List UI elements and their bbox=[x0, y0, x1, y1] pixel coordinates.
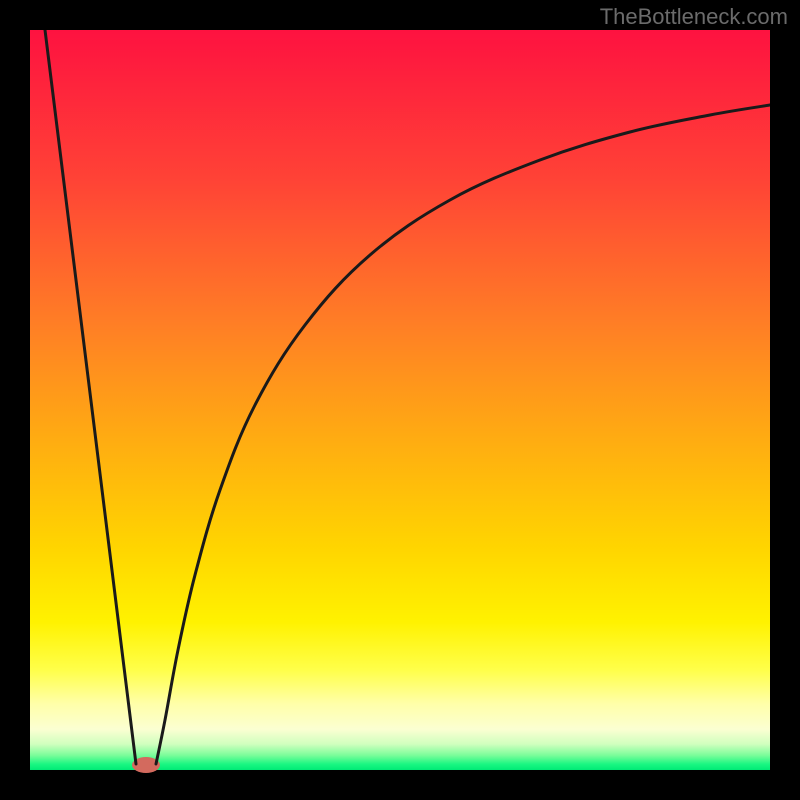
watermark-text: TheBottleneck.com bbox=[600, 4, 788, 30]
chart-container: { "watermark": { "text": "TheBottleneck.… bbox=[0, 0, 800, 800]
bottleneck-curves bbox=[30, 30, 770, 770]
plot-area bbox=[30, 30, 770, 770]
curve-right bbox=[156, 105, 770, 764]
curve-left bbox=[45, 30, 136, 764]
